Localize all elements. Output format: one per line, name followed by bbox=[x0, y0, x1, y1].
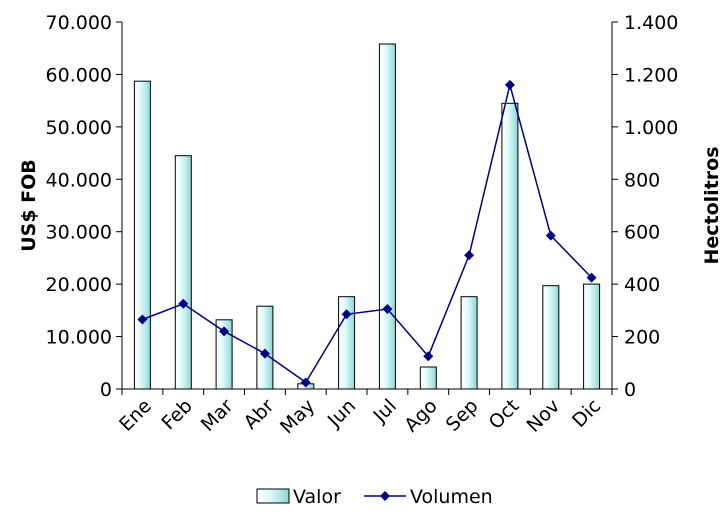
x-tick-label-may: May bbox=[276, 395, 319, 438]
y-left-tick-label: 40.000 bbox=[46, 169, 112, 191]
y-left-tick-label: 70.000 bbox=[46, 12, 112, 34]
volumen-line bbox=[142, 84, 593, 384]
x-tick-label-ago: Ago bbox=[400, 395, 441, 436]
volumen-marker-abr[interactable] bbox=[259, 348, 270, 359]
y-right-tick-label: 600 bbox=[624, 222, 660, 244]
x-tick-label-nov: Nov bbox=[522, 395, 564, 437]
legend: Valor Volumen bbox=[256, 486, 493, 508]
y-right-tick-label: 800 bbox=[624, 169, 660, 191]
x-tick-label-jun: Jun bbox=[323, 395, 360, 432]
bar-series-layer bbox=[133, 43, 601, 390]
bar-oct[interactable] bbox=[501, 102, 519, 390]
legend-swatch-valor bbox=[256, 488, 290, 504]
y-left-tick-label: 60.000 bbox=[46, 64, 112, 86]
y-right-tick-label: 1.000 bbox=[624, 117, 678, 139]
y-left-tick-label: 50.000 bbox=[46, 117, 112, 139]
bar-feb[interactable] bbox=[174, 155, 192, 390]
volumen-marker-ago[interactable] bbox=[423, 351, 434, 362]
y-right-tick-label: 400 bbox=[624, 274, 660, 296]
volumen-marker-mar[interactable] bbox=[219, 326, 230, 337]
x-tick-label-abr: Abr bbox=[240, 395, 279, 434]
legend-label-volumen: Volumen bbox=[410, 486, 493, 508]
axes-layer: 0 10.000 20.000 30.000 40.000 50.000 60.000 70.… bbox=[18, 12, 723, 438]
volumen-marker-may[interactable] bbox=[300, 377, 311, 388]
volumen-marker-feb[interactable] bbox=[178, 298, 189, 309]
volumen-marker-dic[interactable] bbox=[586, 272, 597, 283]
x-tick-label-ene: Ene bbox=[115, 395, 156, 436]
x-tick-label-mar: Mar bbox=[197, 395, 238, 436]
bar-dic[interactable] bbox=[583, 283, 601, 390]
bar-ago[interactable] bbox=[419, 366, 437, 390]
x-tick-label-sep: Sep bbox=[442, 395, 483, 436]
y-right-tick-label: 200 bbox=[624, 327, 660, 349]
x-tick-label-feb: Feb bbox=[157, 395, 196, 434]
bar-jul[interactable] bbox=[378, 43, 396, 390]
volumen-marker-oct[interactable] bbox=[504, 79, 515, 90]
bar-abr[interactable] bbox=[256, 305, 274, 390]
y-axis-title-right: Hectolitros bbox=[701, 146, 723, 264]
volumen-marker-nov[interactable] bbox=[545, 230, 556, 241]
y-left-tick-label: 30.000 bbox=[46, 222, 112, 244]
line-series-layer bbox=[137, 79, 597, 388]
volumen-marker-sep[interactable] bbox=[464, 250, 475, 261]
y-left-tick-label: 10.000 bbox=[46, 327, 112, 349]
y-left-tick-label: 20.000 bbox=[46, 274, 112, 296]
y-right-tick-label: 1.200 bbox=[624, 64, 678, 86]
bar-ene[interactable] bbox=[133, 80, 151, 390]
volumen-marker-jul[interactable] bbox=[382, 304, 393, 315]
legend-label-valor: Valor bbox=[293, 486, 341, 508]
volumen-marker-jun[interactable] bbox=[341, 309, 352, 320]
y-axis-title-left: US$ FOB bbox=[18, 159, 40, 252]
x-tick-label-dic: Dic bbox=[568, 395, 605, 432]
y-right-tick-label: 1.400 bbox=[624, 12, 678, 34]
bar-nov[interactable] bbox=[542, 285, 560, 390]
y-left-tick-label: 0 bbox=[100, 379, 112, 401]
y-right-tick-label: 0 bbox=[624, 379, 636, 401]
legend-marker-volumen bbox=[380, 491, 390, 501]
x-tick-label-jul: Jul bbox=[368, 395, 400, 427]
bar-sep[interactable] bbox=[460, 296, 478, 390]
x-tick-label-oct: Oct bbox=[485, 395, 524, 434]
volumen-marker-ene[interactable] bbox=[137, 314, 148, 325]
